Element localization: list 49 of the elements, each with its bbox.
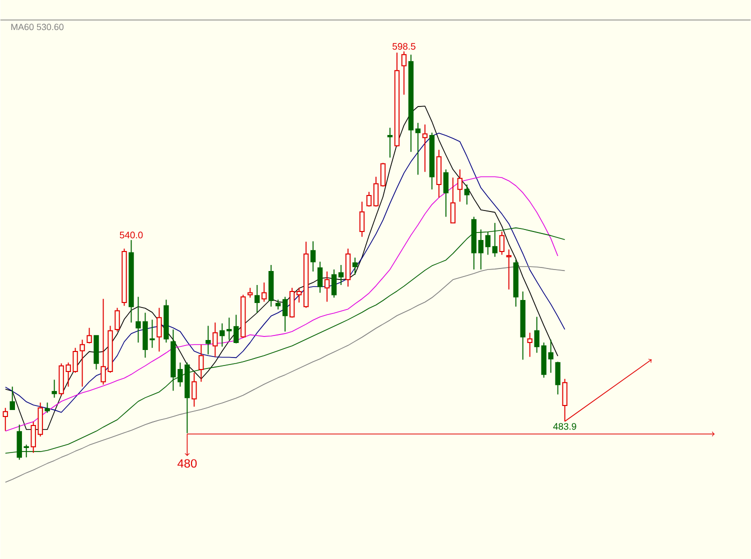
candlestick (198, 344, 204, 382)
candlestick (282, 296, 288, 332)
candlestick (52, 379, 57, 398)
candlestick (352, 256, 358, 276)
candlestick (226, 316, 232, 340)
candlestick (156, 307, 162, 352)
candlestick (555, 361, 560, 395)
candlestick (387, 127, 393, 158)
candlestick (310, 240, 316, 272)
candlestick (324, 270, 330, 302)
candlestick (485, 230, 490, 256)
candlestick (192, 372, 197, 407)
candlestick (2, 407, 8, 432)
candlestick (262, 282, 267, 302)
candlestick (248, 287, 253, 298)
annotation: 598.5 (392, 42, 416, 50)
candlestick (443, 168, 449, 218)
candlestick (234, 314, 239, 344)
candlestick (254, 284, 260, 314)
candlestick (275, 299, 281, 310)
candlestick (464, 184, 470, 205)
candlestick (212, 322, 218, 358)
candlestick (401, 50, 407, 96)
candlestick (114, 307, 120, 332)
candlestick (457, 168, 463, 202)
candlestick (317, 261, 323, 294)
candlestick (80, 339, 85, 387)
candlestick (296, 287, 302, 303)
candlestick (380, 162, 386, 187)
annotation: 483.9 (553, 422, 576, 430)
candlestick (373, 176, 379, 207)
annotation: 480 (178, 459, 197, 468)
candlestick (10, 386, 15, 410)
candlestick (366, 191, 372, 207)
candlestick (415, 122, 421, 176)
candlestick (86, 327, 92, 344)
candlestick (220, 322, 225, 347)
candlestick (450, 176, 456, 224)
candlestick (499, 230, 504, 256)
candlestick (331, 268, 337, 298)
candlestick (527, 332, 532, 358)
annotation: 540.0 (120, 231, 143, 238)
candlestick (422, 124, 428, 172)
candlestick (44, 402, 50, 414)
candlestick (338, 264, 344, 286)
candlestick (206, 325, 211, 355)
candlestick (506, 248, 512, 290)
candlestick (359, 200, 365, 238)
text: MA60 530.60 (11, 24, 64, 30)
